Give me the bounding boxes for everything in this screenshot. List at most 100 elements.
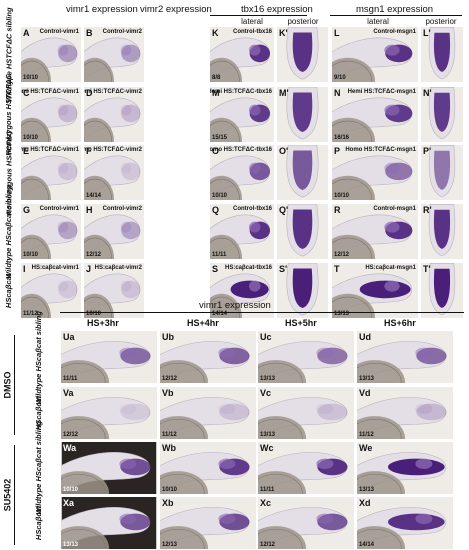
panel-letter: Xd (359, 498, 371, 508)
panel-letter: Ud (359, 332, 371, 342)
panel-count: 12/13 (162, 542, 178, 548)
panel-letter: R' (423, 205, 432, 215)
bottom-header-underline (60, 312, 464, 313)
panel-letter: H (86, 205, 93, 215)
embryo-image (21, 145, 81, 200)
embryo-image (357, 387, 453, 439)
panel-K-prime: K' (276, 26, 329, 83)
msgn1-posterior-label: posterior (425, 17, 457, 26)
embryo-image (277, 145, 328, 200)
embryo-image (210, 263, 274, 318)
panel-count: 15/15 (212, 135, 228, 141)
embryo-image (258, 387, 354, 439)
panel-count: 13/13 (260, 432, 276, 438)
panel-letter: M (212, 88, 220, 98)
group-bracket-su5402 (14, 445, 15, 545)
panel-count: 14/14 (212, 311, 228, 317)
panel-tag: Hemi HS:TCFΔC-msgn1 (347, 89, 416, 95)
panel-tag: Hemi HS:TCFΔC-vimr1 (20, 89, 79, 95)
panel-P: P Homo HS:TCFΔC-msgn1 10/10 (331, 144, 419, 201)
panel-I: I HS:caβcat-vimr1 11/12 (20, 262, 82, 319)
panel-count: 12/12 (334, 252, 350, 258)
panel-letter: L' (423, 28, 431, 38)
header-tbx16: tbx16 expression (241, 4, 313, 15)
panel-count: 11/11 (63, 376, 78, 382)
panel-count: 10/10 (334, 193, 350, 199)
row-label-wt-cabcat-sibling: Wildtype HScaβcat sibling (4, 185, 14, 279)
panel-count: 13/13 (359, 376, 375, 382)
embryo-image (421, 204, 463, 259)
panel-letter: D (86, 88, 93, 98)
panel-count: 10/10 (63, 487, 79, 493)
panel-Ud: Ud 13/13 (356, 330, 454, 384)
panel-G: G Control-vimr1 10/10 (20, 203, 82, 260)
panel-tag: Homo HS:TCFΔC-msgn1 (345, 147, 416, 153)
panel-tag: Control-vimr1 (39, 29, 79, 35)
panel-letter: Ub (162, 332, 174, 342)
panel-Ub: Ub 12/12 (159, 330, 257, 384)
embryo-image (277, 27, 328, 82)
panel-count: 11/12 (359, 432, 374, 438)
panel-count: 11/12 (23, 311, 38, 317)
embryo-image (84, 263, 144, 318)
embryo-image (61, 497, 157, 549)
bottom-row-label-dmso-sibling: Wildtype HScaβcat sibling (34, 311, 44, 405)
panel-Ua: Ua 11/11 (60, 330, 158, 384)
panel-A: A Control-vimr1 10/10 (20, 26, 82, 83)
panel-N: N Hemi HS:TCFΔC-msgn1 16/16 (331, 86, 419, 143)
panel-letter: Vd (359, 388, 371, 398)
panel-Wb: Wb 10/10 (159, 441, 257, 495)
embryo-image (84, 204, 144, 259)
panel-count: 13/13 (334, 311, 350, 317)
msgn1-underline (330, 15, 462, 16)
panel-letter: L (334, 28, 340, 38)
col-header-6hr: HS+6hr (384, 318, 416, 328)
panel-letter: K' (279, 28, 288, 38)
panel-letter: Uc (260, 332, 272, 342)
panel-E: EHomo HS:TCFΔC-vimr1 (20, 144, 82, 201)
embryo-image (210, 27, 274, 82)
panel-T-prime: T' (420, 262, 464, 319)
panel-count: 8/8 (212, 75, 221, 81)
panel-letter: A (23, 28, 30, 38)
panel-letter: S (212, 264, 219, 274)
panel-H: H Control-vimr2 12/12 (83, 203, 145, 260)
panel-letter: Xc (260, 498, 272, 508)
embryo-image (160, 331, 256, 383)
tbx16-posterior-label: posterior (287, 17, 319, 26)
panel-tag: Control-vimr2 (102, 29, 142, 35)
panel-letter: I (23, 264, 26, 274)
embryo-image (277, 204, 328, 259)
panel-O: O Homo HS:TCFΔC-tbx16 10/10 (209, 144, 275, 201)
embryo-image (277, 263, 328, 318)
panel-letter: R (334, 205, 341, 215)
embryo-image (21, 204, 81, 259)
panel-Xb: Xb 12/13 (159, 496, 257, 550)
panel-letter: J (86, 264, 92, 274)
panel-letter: T (334, 264, 340, 274)
panel-S-prime: S' (276, 262, 329, 319)
panel-tag: HS:caβcat-vimr1 (31, 265, 79, 271)
panel-letter: N (334, 88, 341, 98)
embryo-image (160, 387, 256, 439)
panel-letter: M' (279, 88, 289, 98)
tbx16-underline (210, 15, 307, 16)
panel-count: 11/11 (212, 252, 227, 258)
embryo-image (21, 263, 81, 318)
panel-count: 14/14 (359, 542, 375, 548)
panel-count: 10/10 (23, 135, 39, 141)
panel-R-prime: R' (420, 203, 464, 260)
panel-count: 12/12 (260, 542, 276, 548)
embryo-image (421, 145, 463, 200)
embryo-image (84, 27, 144, 82)
panel-letter: N' (423, 88, 432, 98)
panel-M-prime: M' (276, 86, 329, 143)
group-label-dmso: DMSO (2, 371, 12, 399)
panel-tag: Control-tbx16 (233, 206, 272, 212)
panel-Xd: Xd 14/14 (356, 496, 454, 550)
embryo-image (61, 331, 157, 383)
panel-F: FHomo HS:TCFΔC-vimr2 14/14 (83, 144, 145, 201)
panel-count: 10/10 (162, 487, 178, 493)
panel-Wa: Wa 10/10 (60, 441, 158, 495)
panel-count: 11/11 (260, 487, 275, 493)
